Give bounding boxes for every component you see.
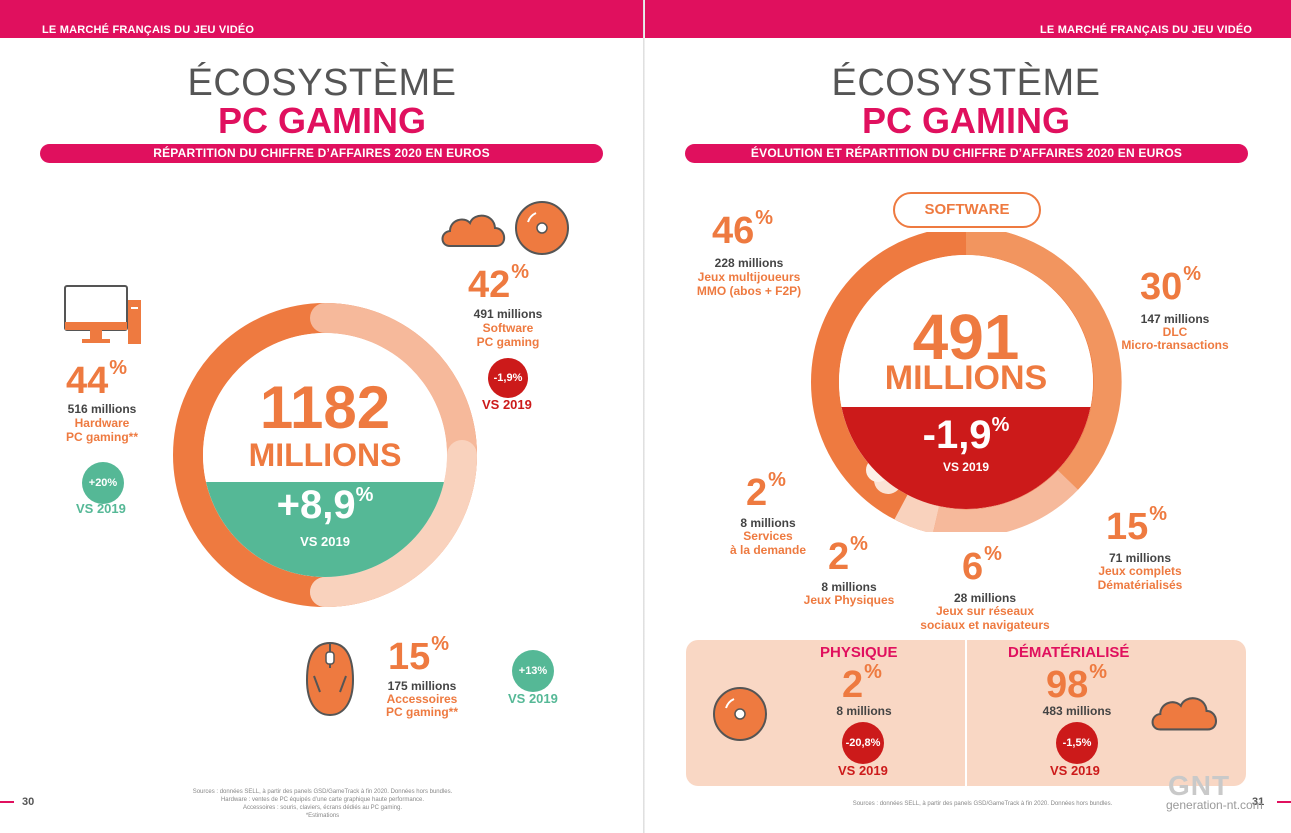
dlc-line1: DLC [1162, 325, 1188, 339]
right-center-value: 491 [912, 301, 1020, 373]
reseaux-line1: Jeux sur réseaux [935, 604, 1035, 618]
software-vs: VS 2019 [482, 397, 532, 412]
complets-pct: 15% [1106, 503, 1168, 548]
software-pill: SOFTWARE [893, 192, 1041, 228]
services-pct: 2% [746, 469, 786, 514]
mmo-amount: 228 millions [714, 256, 784, 270]
right-center-unit: MILLIONS [884, 359, 1048, 397]
donut-segment-reseaux [894, 494, 940, 532]
hardware-pct: 44% [66, 357, 128, 402]
accessories-vs: VS 2019 [508, 691, 558, 706]
left-banner: RÉPARTITION DU CHIFFRE D’AFFAIRES 2020 E… [40, 144, 603, 163]
left-donut-chart [173, 303, 477, 607]
hardware-line1: Hardware [74, 416, 130, 430]
left-center-vs: VS 2019 [300, 534, 350, 549]
left-center-value: 1182 [259, 374, 391, 441]
complets-line2: Dématérialisés [1097, 578, 1183, 592]
accessories-pct: 15% [388, 633, 450, 678]
physique-change-badge: -20,8% [842, 722, 884, 764]
physiques-pct: 2% [828, 533, 868, 578]
page-gutter [643, 0, 645, 833]
reseaux-amount: 28 millions [953, 591, 1017, 605]
disc-icon [713, 687, 767, 741]
left-center-change: +8,9% [276, 483, 374, 527]
services-amount: 8 millions [740, 516, 796, 530]
reseaux-pct: 6% [962, 543, 1002, 588]
left-sources: Sources : données SELL, à partir des pan… [192, 789, 453, 819]
demat-vs: VS 2019 [1050, 763, 1100, 778]
software-change-badge: -1,9% [488, 358, 528, 398]
mmo-line1: Jeux multijoueurs [697, 270, 801, 284]
header-right-label: LE MARCHÉ FRANÇAIS DU JEU VIDÉO [1040, 24, 1253, 36]
physiques-line1: Jeux Physiques [803, 593, 895, 607]
reseaux-line2: sociaux et navigateurs [920, 618, 1050, 632]
dlc-pct: 30% [1140, 263, 1202, 308]
hardware-vs: VS 2019 [76, 501, 126, 516]
physique-pct: 2% [842, 661, 882, 706]
disc-icon [515, 201, 569, 255]
demat-title: DÉMATÉRIALISÉ [1008, 644, 1130, 661]
services-line2: à la demande [729, 543, 807, 557]
software-pct: 42% [468, 261, 530, 306]
physique-title: PHYSIQUE [820, 644, 898, 661]
left-page-number: 30 [22, 796, 35, 808]
mouse-icon [305, 641, 355, 717]
donut-segment-complets [933, 470, 1079, 532]
software-line1: Software [482, 321, 534, 335]
cloud-icon [441, 214, 506, 247]
right-center-change: -1,9% [922, 413, 1010, 457]
services-line1: Services [743, 529, 793, 543]
right-donut-chart [811, 232, 1122, 532]
watermark-site: generation-nt.com [1166, 798, 1263, 812]
hardware-line2: PC gaming** [65, 430, 138, 444]
hardware-change-badge: +20% [82, 462, 124, 504]
top-bar [0, 0, 1291, 38]
left-title-line1: ÉCOSYSTÈME [187, 62, 457, 104]
cloud-icon [1151, 697, 1217, 731]
mmo-line2: MMO (abos + F2P) [696, 284, 802, 298]
left-page-marker [0, 801, 14, 803]
right-page-number: 31 [1252, 796, 1265, 808]
physique-vs: VS 2019 [838, 763, 888, 778]
hardware-amount: 516 millions [67, 402, 137, 416]
dlc-amount: 147 millions [1140, 312, 1210, 326]
demat-pct: 98% [1046, 661, 1108, 706]
right-center-vs: VS 2019 [942, 460, 990, 474]
right-title-line2: PC GAMING [861, 100, 1070, 141]
accessories-line2: PC gaming** [385, 705, 458, 719]
header-left-label: LE MARCHÉ FRANÇAIS DU JEU VIDÉO [42, 24, 255, 36]
mmo-pct: 46% [712, 207, 774, 252]
monitor-tower-icon [64, 285, 141, 344]
complets-line1: Jeux complets [1098, 564, 1182, 578]
right-page-marker [1277, 801, 1291, 803]
left-title-line2: PC GAMING [217, 100, 426, 141]
complets-amount: 71 millions [1108, 551, 1172, 565]
accessories-change-badge: +13% [512, 650, 554, 692]
donut-segment-accessories [310, 440, 477, 607]
software-line2: PC gaming [476, 335, 540, 349]
dlc-line2: Micro-transactions [1121, 338, 1229, 352]
left-center-unit: MILLIONS [248, 437, 402, 473]
right-title-line1: ÉCOSYSTÈME [831, 62, 1101, 104]
physique-amount: 8 millions [836, 704, 892, 718]
donut-segment-dlc [965, 232, 1122, 490]
physiques-amount: 8 millions [821, 580, 877, 594]
software-amount: 491 millions [473, 307, 543, 321]
accessories-line1: Accessoires [386, 692, 458, 706]
accessories-amount: 175 millions [387, 679, 457, 693]
right-banner: ÉVOLUTION ET RÉPARTITION DU CHIFFRE D’AF… [685, 144, 1248, 163]
watermark-logo: GNT [1168, 770, 1231, 801]
right-sources: Sources : données SELL, à partir des pan… [852, 801, 1113, 807]
demat-change-badge: -1,5% [1056, 722, 1098, 764]
distribution-divider [965, 640, 967, 786]
demat-amount: 483 millions [1042, 704, 1112, 718]
